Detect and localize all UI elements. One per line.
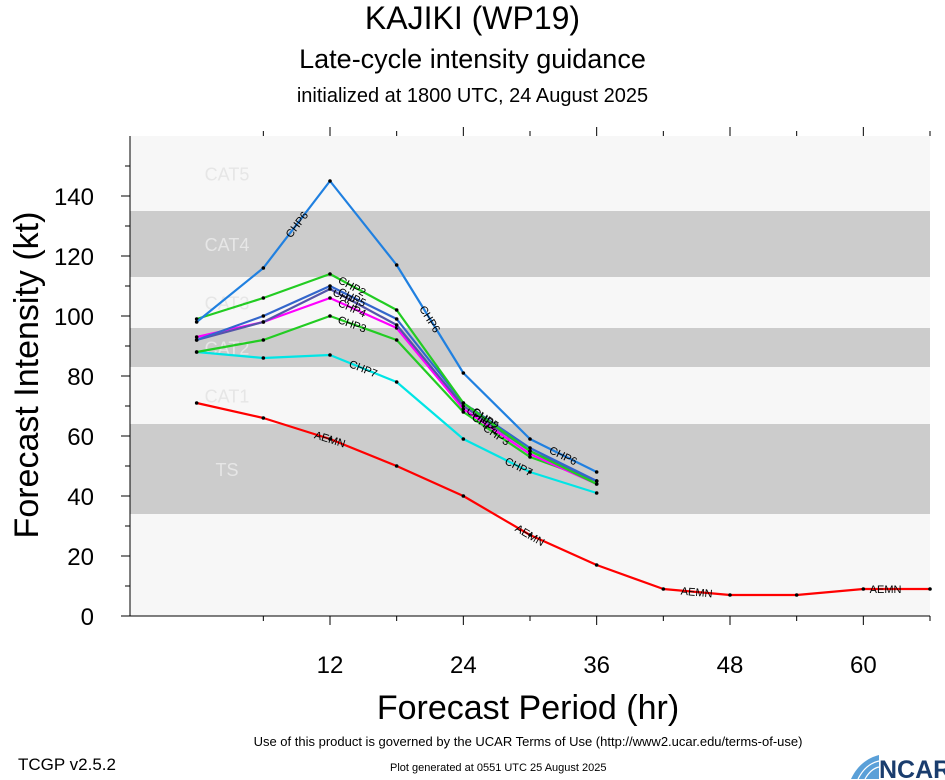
data-point xyxy=(261,266,266,270)
data-point xyxy=(928,587,932,591)
data-point xyxy=(328,437,332,441)
x-tick-label: 48 xyxy=(717,652,744,679)
data-point xyxy=(328,296,332,300)
data-point xyxy=(328,287,332,291)
data-point xyxy=(394,263,399,267)
series-line xyxy=(196,401,930,597)
data-point xyxy=(394,464,399,468)
data-point xyxy=(194,350,199,354)
data-point xyxy=(194,338,199,342)
data-point xyxy=(394,380,399,384)
data-point xyxy=(661,587,666,591)
data-point xyxy=(528,446,532,450)
data-point xyxy=(528,533,532,537)
data-point xyxy=(528,470,532,474)
chart-subtitle: Late-cycle intensity guidance xyxy=(299,44,646,74)
x-axis-label: Forecast Period (hr) xyxy=(377,689,679,727)
data-point xyxy=(594,563,599,567)
y-tick-label: 140 xyxy=(54,184,94,211)
axes: 0 20 40 60 80 100 120 140 12 24 36 48 60 xyxy=(54,127,931,679)
data-point xyxy=(394,308,399,312)
y-tick-label: 100 xyxy=(54,304,94,331)
data-point xyxy=(594,482,599,486)
data-point xyxy=(461,437,466,441)
data-point xyxy=(328,179,332,183)
ncar-logo: NCAR xyxy=(851,755,945,780)
data-point xyxy=(261,314,266,318)
plot-generated-time: Plot generated at 0551 UTC 25 August 202… xyxy=(390,762,607,774)
data-point xyxy=(594,479,599,483)
data-point xyxy=(461,401,466,405)
band-label-cat1: CAT1 xyxy=(205,387,250,407)
data-point xyxy=(528,455,532,459)
data-point xyxy=(261,320,266,324)
data-point xyxy=(461,371,466,375)
band-cat4 xyxy=(130,211,930,277)
data-point xyxy=(528,437,532,441)
band-label-cat4: CAT4 xyxy=(205,235,250,255)
data-point xyxy=(328,314,332,318)
x-tick-label: 60 xyxy=(850,652,877,679)
data-point xyxy=(594,470,599,474)
y-tick-label: 20 xyxy=(67,544,94,571)
band-label-cat3: CAT3 xyxy=(205,294,250,314)
data-point xyxy=(261,356,266,360)
data-point xyxy=(194,335,199,339)
data-point xyxy=(394,323,399,327)
y-tick-label: 0 xyxy=(81,604,94,631)
data-point xyxy=(461,494,466,498)
chart-title: KAJIKI (WP19) xyxy=(364,0,581,36)
data-point xyxy=(261,338,266,342)
y-tick-label: 60 xyxy=(67,424,94,451)
x-tick-label: 12 xyxy=(317,652,344,679)
terms-of-use: Use of this product is governed by the U… xyxy=(253,734,803,749)
data-point xyxy=(328,284,332,288)
data-point xyxy=(461,404,466,408)
plot-background xyxy=(130,136,930,616)
data-point xyxy=(594,491,599,495)
x-tick-label: 36 xyxy=(583,652,610,679)
ncar-logo-text: NCAR xyxy=(879,756,945,780)
data-point xyxy=(461,410,466,414)
y-tick-label: 80 xyxy=(67,364,94,391)
band-label-ts: TS xyxy=(215,460,238,480)
data-point xyxy=(528,452,532,456)
x-tick-label: 24 xyxy=(450,652,477,679)
initialization-time: initialized at 1800 UTC, 24 August 2025 xyxy=(296,85,649,107)
version-label: TCGP v2.5.2 xyxy=(18,755,116,774)
data-point xyxy=(728,593,732,597)
data-point xyxy=(328,272,332,276)
y-tick-label: 120 xyxy=(54,244,94,271)
data-point xyxy=(861,587,866,591)
data-point xyxy=(194,320,199,324)
series-label-aemn: AEMN xyxy=(680,586,713,601)
data-point xyxy=(528,449,532,453)
data-point xyxy=(461,407,466,411)
data-point xyxy=(394,338,399,342)
y-axis-label: Forecast Intensity (kt) xyxy=(8,212,46,539)
data-point xyxy=(261,416,266,420)
data-point xyxy=(394,317,399,321)
series-label-aemn: AEMN xyxy=(870,584,902,596)
data-point xyxy=(261,296,266,300)
data-point xyxy=(328,353,332,357)
band-label-cat5: CAT5 xyxy=(205,165,250,185)
data-point xyxy=(794,593,799,597)
data-point xyxy=(194,401,199,405)
band-cat2 xyxy=(130,328,930,367)
y-tick-label: 40 xyxy=(67,484,94,511)
